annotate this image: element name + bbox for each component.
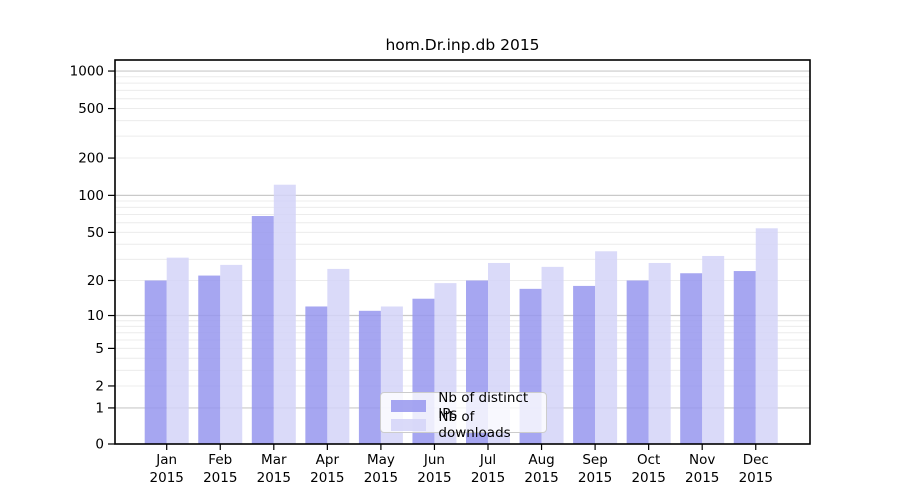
bar-downloads-nov — [702, 255, 725, 444]
y-tick-label: 500 — [78, 101, 104, 117]
x-tick-label: Nov 2015 — [685, 452, 719, 486]
x-tick-label: Oct 2015 — [631, 452, 665, 486]
legend: Nb of distinct IPs Nb of downloads — [380, 390, 547, 441]
bar-distinct-ips-nov — [680, 273, 703, 444]
bar-downloads-feb — [220, 264, 243, 444]
y-tick-label: 20 — [87, 273, 104, 289]
legend-item-distinct-ips: Nb of distinct IPs — [381, 390, 546, 422]
legend-swatch-distinct-ips — [391, 400, 427, 412]
bar-distinct-ips-apr — [305, 306, 328, 444]
x-tick-label: Mar 2015 — [257, 452, 291, 486]
x-tick-label: Apr 2015 — [310, 452, 344, 486]
bar-distinct-ips-oct — [626, 280, 649, 444]
y-tick-label: 2 — [95, 378, 104, 394]
x-tick-label: Jun 2015 — [417, 452, 451, 486]
y-tick-label: 0 — [95, 437, 104, 453]
legend-item-downloads: Nb of downloads — [381, 409, 546, 441]
y-tick-label: 200 — [78, 151, 104, 167]
y-tick-label: 1000 — [70, 64, 104, 80]
bar-downloads-jan — [166, 257, 189, 444]
x-tick-label: Jan 2015 — [150, 452, 184, 486]
y-tick-label: 5 — [95, 341, 104, 357]
x-tick-label: Dec 2015 — [739, 452, 773, 486]
y-tick-label: 10 — [87, 308, 104, 324]
x-tick-label: Sep 2015 — [578, 452, 612, 486]
plot-frame — [114, 59, 811, 445]
bar-distinct-ips-may — [358, 310, 381, 444]
y-tick-label: 1 — [95, 400, 104, 416]
y-tick-label: 50 — [87, 225, 104, 241]
x-tick-label: May 2015 — [364, 452, 398, 486]
legend-label-distinct-ips: Nb of distinct IPs — [438, 390, 529, 422]
legend-label-downloads: Nb of downloads — [438, 409, 511, 441]
bar-distinct-ips-feb — [198, 275, 221, 444]
bar-downloads-dec — [755, 228, 778, 444]
bar-distinct-ips-jan — [144, 280, 167, 444]
bar-distinct-ips-mar — [251, 216, 274, 444]
legend-swatch-downloads — [391, 419, 427, 431]
bar-downloads-mar — [273, 184, 296, 444]
bar-distinct-ips-sep — [573, 285, 596, 444]
bar-distinct-ips-dec — [733, 271, 756, 444]
x-tick-label: Aug 2015 — [524, 452, 558, 486]
x-tick-label: Jul 2015 — [471, 452, 505, 486]
y-tick-label: 100 — [78, 188, 104, 204]
bar-downloads-aug — [541, 266, 564, 444]
bar-downloads-apr — [327, 268, 350, 444]
bar-downloads-sep — [595, 251, 618, 444]
x-tick-label: Feb 2015 — [203, 452, 237, 486]
chart-title: hom.Dr.inp.db 2015 — [385, 36, 540, 54]
bar-downloads-oct — [648, 262, 671, 444]
